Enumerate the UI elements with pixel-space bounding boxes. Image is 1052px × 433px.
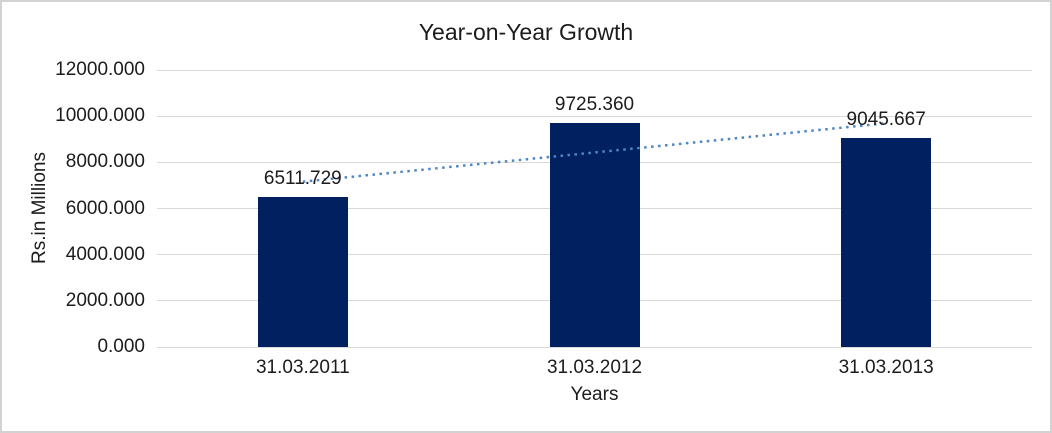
y-tick-label: 4000.000	[65, 243, 145, 265]
gridline	[157, 346, 1032, 348]
y-tick-label: 12000.000	[55, 59, 145, 80]
bar	[257, 196, 348, 347]
x-tick-label: 31.03.2012	[546, 357, 643, 378]
y-tick-label: 10000.000	[55, 105, 145, 127]
bar	[841, 138, 932, 347]
y-tick-label: 6000.000	[65, 197, 145, 219]
y-tick-label: 8000.000	[65, 151, 145, 173]
x-tick-label: 31.03.2011	[255, 357, 350, 378]
bar-data-label: 6511.729	[263, 167, 342, 189]
x-tick-label: 31.03.2013	[838, 357, 934, 378]
x-axis-title: Years	[570, 384, 619, 405]
bar-data-label: 9725.360	[554, 93, 635, 115]
gridline	[157, 69, 1032, 71]
chart-title: Year-on-Year Growth	[418, 19, 634, 45]
gridline	[157, 115, 1032, 117]
bar	[549, 122, 640, 347]
bar-data-label: 9045.667	[846, 109, 926, 131]
y-tick-label: 0.000	[97, 336, 145, 357]
y-tick-label: 2000.000	[65, 289, 145, 311]
trendline	[302, 121, 887, 183]
